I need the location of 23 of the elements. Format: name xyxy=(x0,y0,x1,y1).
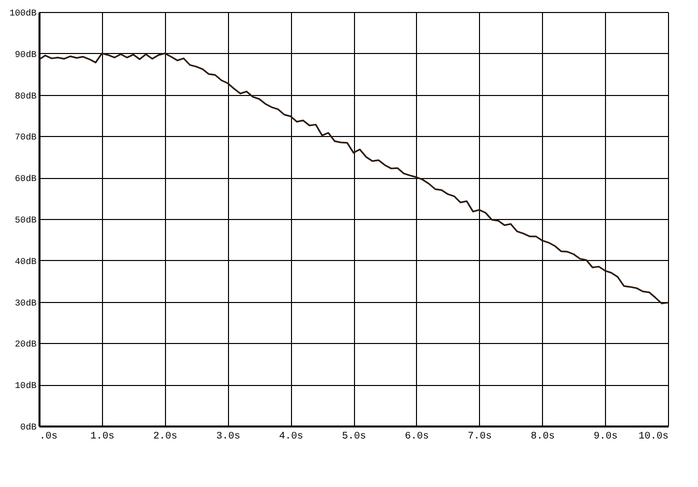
y-tick-label: 40dB xyxy=(14,256,38,267)
x-tick-label: 4.0s xyxy=(279,432,304,442)
x-tick-label: 6.0s xyxy=(404,432,429,442)
y-tick-label: 70dB xyxy=(14,132,38,143)
x-tick-label: 7.0s xyxy=(468,432,492,442)
y-tick-label: 20dB xyxy=(14,340,38,350)
y-tick-label: 30dB xyxy=(14,298,38,308)
y-tick-label: 100dB xyxy=(9,8,38,18)
y-tick-label: 10dB xyxy=(14,381,38,392)
y-tick-label: 50dB xyxy=(14,216,38,226)
x-tick-label: .0s xyxy=(40,432,58,442)
y-tick-label: 80dB xyxy=(14,91,38,102)
x-tick-label: 2.0s xyxy=(153,432,178,442)
y-tick-label: 90dB xyxy=(14,50,38,60)
line-series xyxy=(38,52,669,304)
x-tick-label: 3.0s xyxy=(216,432,240,442)
y-tick-label: 0dB xyxy=(20,422,38,432)
x-tick-label: 5.0s xyxy=(342,432,366,442)
x-tick-label: 9.0s xyxy=(594,432,618,442)
x-tick-label: 1.0s xyxy=(90,432,114,442)
y-tick-label: 60dB xyxy=(14,174,38,184)
x-tick-label: 10.0s xyxy=(638,432,668,442)
x-tick-label: 8.0s xyxy=(530,432,555,442)
